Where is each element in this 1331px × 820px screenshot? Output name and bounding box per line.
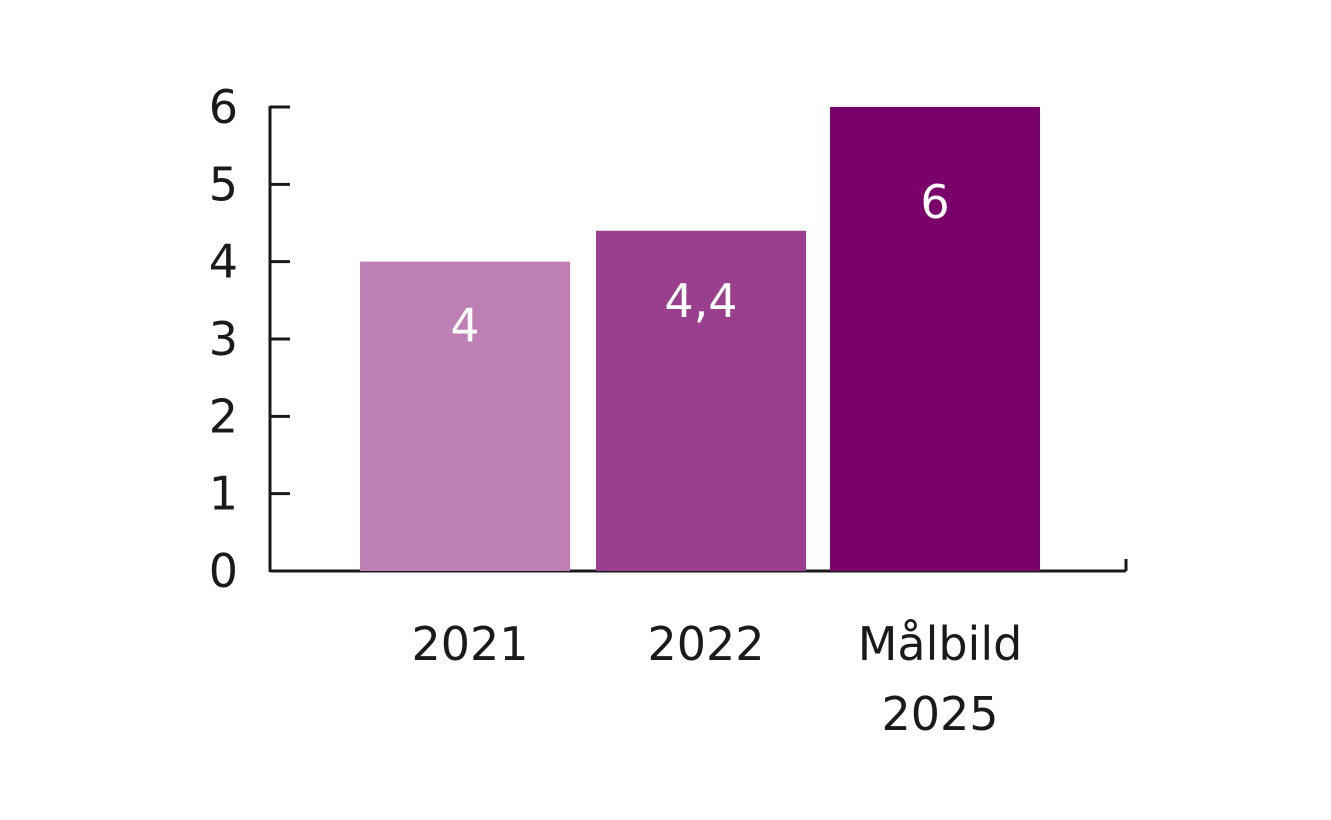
bar-data-label: 6 (920, 175, 949, 229)
bars-group (360, 107, 1040, 571)
y-tick-label: 6 (209, 80, 238, 134)
y-tick-label: 0 (209, 544, 238, 598)
y-tick-label: 4 (209, 235, 238, 289)
y-axis: 0 1 2 3 4 5 6 (209, 80, 290, 598)
category-labels-group: 2021 2022 Målbild 2025 (411, 617, 1022, 741)
bar (830, 107, 1040, 571)
y-tick-label: 3 (209, 312, 238, 366)
y-tick-label: 2 (209, 389, 238, 443)
bar-data-label: 4 (450, 299, 479, 353)
bar (360, 261, 570, 571)
x-category-label: Målbild 2025 (858, 617, 1023, 741)
y-tick-label: 1 (209, 467, 238, 521)
x-category-label: 2021 (411, 617, 528, 671)
bar-labels-group: 4 4,46 (450, 175, 949, 353)
y-tick-label: 5 (209, 157, 238, 211)
bar (596, 230, 806, 571)
x-category-label: 2022 (647, 617, 764, 671)
bar-data-label: 4,4 (664, 274, 737, 328)
